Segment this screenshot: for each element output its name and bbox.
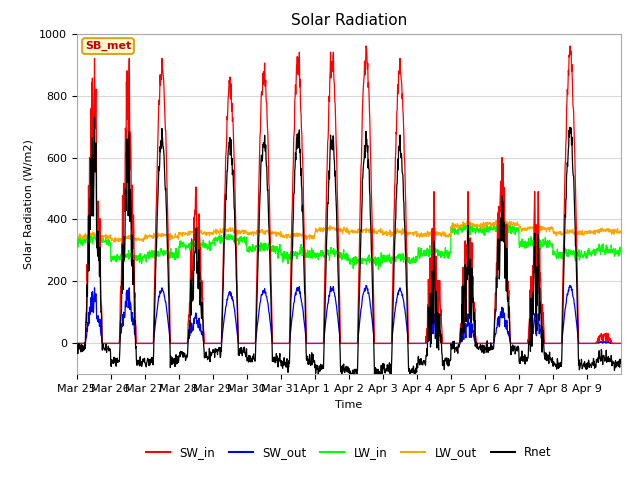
LW_out: [611, 226, 618, 232]
SW_out: [335, 320, 342, 326]
LW_out: [73, 232, 81, 238]
LW_out: [335, 227, 342, 232]
LW_in: [617, 249, 625, 254]
SW_in: [617, 340, 625, 346]
Rnet: [324, 190, 332, 195]
Rnet: [477, 343, 485, 348]
SW_in: [73, 340, 81, 346]
SW_out: [73, 340, 81, 346]
LW_out: [158, 231, 166, 237]
Rnet: [158, 130, 166, 136]
Line: SW_out: SW_out: [77, 286, 621, 343]
Rnet: [377, 379, 385, 384]
LW_out: [477, 223, 485, 229]
Rnet: [73, 349, 81, 355]
Rnet: [557, 364, 565, 370]
LW_in: [611, 253, 618, 259]
LW_out: [617, 228, 625, 234]
Y-axis label: Solar Radiation (W/m2): Solar Radiation (W/m2): [24, 139, 33, 269]
SW_out: [477, 340, 485, 346]
Rnet: [611, 368, 618, 373]
LW_out: [557, 232, 565, 238]
Line: LW_out: LW_out: [77, 220, 621, 242]
LW_in: [374, 266, 382, 272]
LW_in: [324, 250, 332, 256]
SW_out: [362, 283, 370, 288]
Line: LW_in: LW_in: [77, 221, 621, 269]
Text: SB_met: SB_met: [85, 41, 131, 51]
SW_in: [477, 340, 485, 346]
SW_out: [557, 340, 564, 346]
LW_in: [557, 255, 565, 261]
Rnet: [335, 293, 342, 299]
SW_out: [158, 285, 166, 291]
Title: Solar Radiation: Solar Radiation: [291, 13, 407, 28]
SW_in: [335, 236, 342, 241]
Line: Rnet: Rnet: [77, 118, 621, 382]
LW_in: [501, 218, 509, 224]
SW_out: [617, 340, 625, 346]
LW_out: [111, 239, 119, 245]
LW_in: [158, 248, 166, 254]
SW_in: [158, 56, 166, 61]
SW_in: [557, 340, 564, 346]
LW_out: [324, 226, 332, 231]
Line: SW_in: SW_in: [77, 46, 621, 343]
SW_out: [610, 340, 618, 346]
LW_in: [477, 229, 485, 235]
SW_in: [362, 43, 370, 49]
Rnet: [617, 360, 625, 366]
X-axis label: Time: Time: [335, 400, 362, 409]
Rnet: [91, 115, 99, 121]
Legend: SW_in, SW_out, LW_in, LW_out, Rnet: SW_in, SW_out, LW_in, LW_out, Rnet: [141, 442, 556, 464]
SW_in: [610, 340, 618, 346]
SW_in: [324, 136, 332, 142]
LW_in: [73, 241, 81, 247]
SW_out: [324, 300, 332, 306]
LW_out: [496, 217, 504, 223]
LW_in: [335, 248, 342, 254]
